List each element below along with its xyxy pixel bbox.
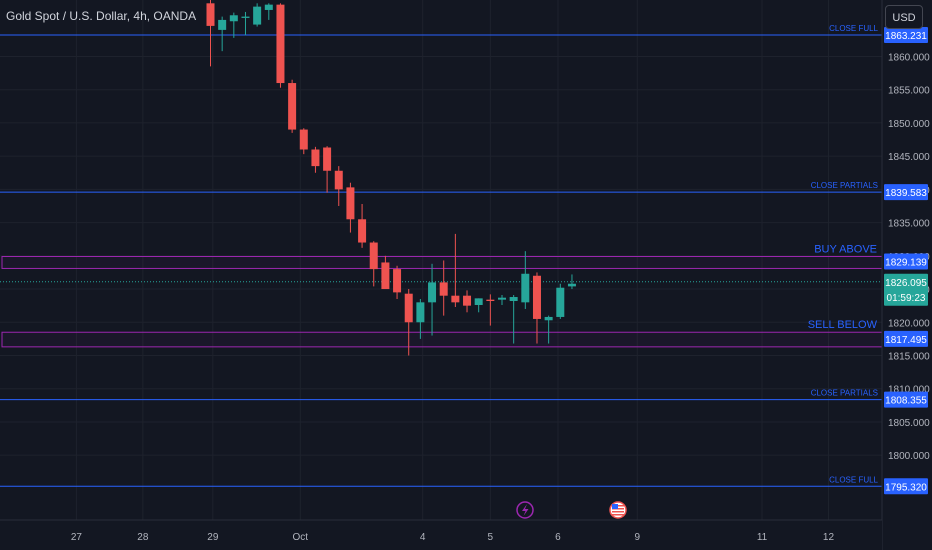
zone-price-tag: 1817.495 [885,335,927,346]
level-price-tag: 1808.355 [885,396,927,407]
current-price-tag-bg [884,273,928,306]
zone-label: BUY ABOVE [814,243,877,255]
level-price-tag: 1795.320 [885,482,927,493]
candle-body [404,293,413,323]
candle-body [416,302,425,323]
candle-body [463,295,472,306]
lightning-icon-bolt [522,504,529,516]
candle-body [241,16,250,18]
zone-price-tag-bg [884,253,928,270]
level-price-tag-bg [884,184,928,201]
x-tick-label: 28 [137,532,149,543]
zone-label: SELL BELOW [808,319,878,331]
event-markers [516,501,627,519]
currency-button[interactable]: USD [885,5,923,29]
chart-title: Gold Spot / U.S. Dollar, 4h, OANDA [6,9,197,23]
candle-body [439,282,448,296]
candle-body [556,287,565,317]
us-flag-canton [612,504,618,509]
y-tick-label: 1820.000 [888,318,930,329]
x-tick-label: 9 [634,532,640,543]
countdown-label: 01:59:23 [887,293,926,304]
candle-body [288,83,297,130]
candle-body [206,3,215,26]
x-tick-label: 27 [71,532,83,543]
candle-body [393,269,402,293]
candle-body [218,19,227,30]
x-tick-label: 12 [823,532,835,543]
x-tick-label: 4 [420,532,426,543]
level-price-tag: 1863.231 [885,31,927,42]
y-tick-label: 1860.000 [888,52,930,63]
candle-body [509,297,518,302]
candle-body [451,295,460,303]
candle-body [229,15,238,22]
x-tick-label: 11 [757,532,768,543]
candle-body [498,297,506,300]
y-tick-label: 1835.000 [888,219,930,230]
candle-body [544,316,553,321]
level-label: CLOSE PARTIALS [811,181,878,190]
candle-body [474,298,483,305]
candle-body [264,4,273,10]
y-tick-label: 1850.000 [888,119,930,130]
zone-box [1,255,931,269]
candle-body [253,6,262,25]
x-tick-label: 5 [488,532,494,543]
x-tick-label: 6 [555,532,561,543]
y-tick-label: 1800.000 [888,451,930,462]
candle-body [486,299,495,302]
candles [206,0,576,356]
x-tick-label: Oct [293,532,309,543]
level-price-tag-bg [884,391,928,408]
zone-price-tag-bg [884,330,928,347]
chart-grid [0,0,882,520]
candle-body [323,147,332,171]
us-flag-stripe [612,514,624,516]
candle-body [276,4,285,84]
level-label: CLOSE FULL [829,24,878,33]
lightning-icon [516,501,534,519]
y-tick-label: 1805.000 [888,418,930,429]
level-price-tag-bg [884,478,928,495]
y-tick-label: 1815.000 [888,351,930,362]
candle-body [346,187,355,220]
candle-body [428,282,437,303]
x-tick-label: 29 [207,532,219,543]
candle-body [532,275,541,319]
level-price-tag: 1839.583 [885,188,927,199]
level-label: CLOSE FULL [829,475,878,484]
us-flag-icon [609,501,627,519]
level-label: CLOSE PARTIALS [811,389,878,398]
zone-price-tag: 1829.139 [885,258,927,269]
us-flag-stripe [612,511,624,513]
y-tick-label: 1855.000 [888,86,930,97]
zone-box [1,331,931,348]
candle-body [381,262,390,290]
level-lines: BUY ABOVE SELL BELOW CLOSE FULL CLOSE PARTI… [0,24,931,487]
y-tick-label: 1845.000 [888,152,930,163]
candle-body [521,273,530,303]
y-tick-label: 1810.000 [888,385,930,396]
candle-body [311,149,320,167]
current-price-tag: 1826.095 [885,278,927,289]
time-axis-panel [0,520,882,550]
candle-body [299,129,308,150]
candle-body [358,219,367,243]
candle-body [369,242,378,270]
candle-body [567,283,576,287]
level-price-tag-bg [884,27,928,43]
candle-body [334,170,343,190]
